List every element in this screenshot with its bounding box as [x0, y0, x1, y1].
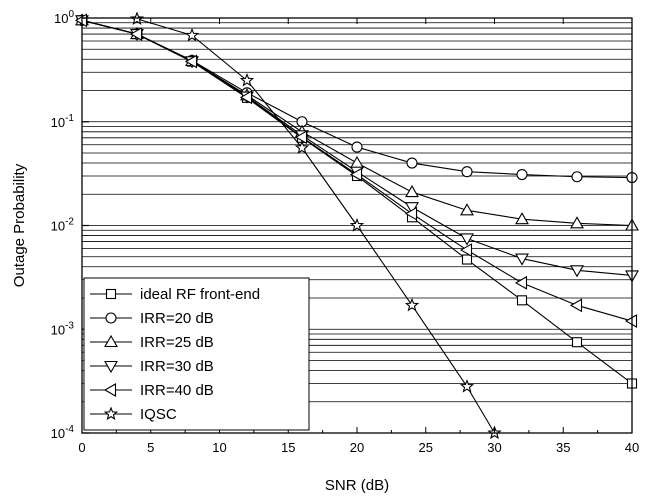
data-point — [570, 265, 584, 278]
x-tick-label: 15 — [281, 440, 295, 455]
x-tick-label: 25 — [419, 440, 433, 455]
data-point — [239, 90, 253, 105]
legend-marker — [103, 406, 119, 421]
data-point — [294, 130, 308, 145]
data-point — [184, 27, 200, 42]
y-tick-label: 10-1 — [51, 113, 75, 130]
data-point — [461, 254, 473, 265]
data-point — [571, 337, 583, 348]
x-tick-label: 5 — [147, 440, 154, 455]
data-point — [459, 379, 475, 393]
y-tick-label: 100 — [54, 9, 74, 26]
legend-label: ideal RF front-end — [140, 286, 260, 303]
data-point — [516, 168, 528, 181]
legend-label: IQSC — [140, 406, 177, 423]
legend-label: IRR=25 dB — [140, 334, 214, 351]
data-point — [74, 13, 88, 28]
data-point — [404, 206, 418, 221]
series-line-3 — [81, 19, 633, 227]
legend-label: IRR=20 dB — [140, 310, 214, 327]
x-tick-label: 0 — [78, 440, 85, 455]
data-point — [404, 297, 420, 312]
data-point — [349, 167, 363, 182]
data-point — [515, 212, 529, 225]
data-point — [515, 253, 529, 266]
x-tick-label: 30 — [487, 440, 501, 455]
tick-labels: 0 5 10 15 20 25 30 35 40 10-4 10-3 10-2 10-1 100 — [51, 9, 640, 455]
legend-marker — [104, 360, 118, 374]
data-point — [514, 275, 528, 290]
y-tick-label: 10-4 — [51, 424, 75, 441]
data-point — [406, 157, 418, 169]
data-point — [350, 155, 364, 169]
legend: ideal RF front-end IRR=20 dB IRR=25 dB IRR=… — [83, 277, 310, 431]
legend-marker — [105, 312, 117, 324]
data-point — [460, 233, 474, 246]
legend-box — [83, 277, 310, 431]
series-line-2 — [81, 19, 633, 179]
data-point — [459, 243, 473, 257]
data-point — [239, 72, 255, 87]
y-tick-label: 10-3 — [51, 320, 75, 337]
legend-marker — [105, 288, 117, 300]
x-tick-label: 35 — [556, 440, 570, 455]
data-point — [516, 295, 528, 306]
x-tick-label: 10 — [212, 440, 226, 455]
data-point — [351, 141, 363, 153]
legend-label: IRR=30 dB — [140, 358, 214, 375]
legend-marker — [103, 383, 117, 397]
y-axis-title: Outage Probability — [11, 163, 28, 287]
data-point — [349, 217, 365, 232]
data-point — [405, 184, 419, 198]
y-tick-label: 10-2 — [51, 217, 75, 234]
axis-ticks — [81, 17, 633, 434]
data-point — [570, 216, 584, 229]
data-point — [129, 27, 143, 42]
legend-marker — [104, 334, 118, 348]
data-point — [461, 166, 473, 178]
legend-label: IRR=40 dB — [140, 382, 214, 399]
x-tick-label: 40 — [625, 440, 639, 455]
x-tick-label: 20 — [350, 440, 364, 455]
data-point — [460, 203, 474, 216]
data-point — [184, 54, 198, 69]
x-axis-title: SNR (dB) — [325, 477, 389, 494]
data-point — [571, 171, 583, 183]
data-point — [624, 314, 638, 328]
data-point — [294, 140, 310, 154]
data-point — [569, 298, 583, 313]
series-line-6 — [136, 18, 495, 434]
